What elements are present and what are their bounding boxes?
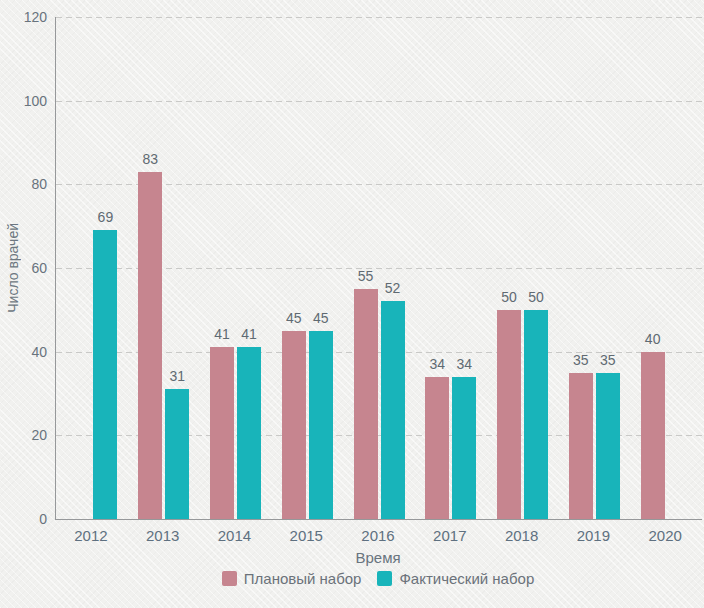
bar-series2-2019[interactable] [596,373,620,519]
y-tick-label-40: 40 [0,344,47,360]
legend-label: Плановый набор [244,570,362,587]
bar-series1-2020[interactable] [641,352,665,519]
y-tick-label-20: 20 [0,427,47,443]
bar-value-label: 83 [142,151,158,167]
bar-series1-2014[interactable] [210,347,234,519]
bar-column: 40 [641,331,665,519]
bar-group-2018: 50 50 [487,17,559,519]
bar-series2-2018[interactable] [524,310,548,519]
bar-series2-2013[interactable] [165,389,189,519]
bar-series2-2017[interactable] [452,377,476,519]
bar-groups: 69 83 31 41 41 45 45 55 52 34 34 50 50 35 35 40 [56,17,702,519]
bar-column: 34 [425,356,449,519]
x-tick-label-2016: 2016 [342,527,414,544]
bar-column: 41 [237,326,261,519]
bar-column: 41 [210,326,234,519]
bar-value-label: 34 [457,356,473,372]
bar-group-2014: 41 41 [200,17,272,519]
y-axis-ticks: 0 20 40 60 80 100 120 [0,0,47,608]
bar-column: 31 [165,368,189,519]
x-tick-label-2012: 2012 [55,527,127,544]
bar-value-label: 41 [214,326,230,342]
y-tick-label-60: 60 [0,260,47,276]
bar-column: 35 [596,352,620,519]
x-axis-labels: 201220132014201520162017201820192020 [55,527,701,544]
bar-column: 45 [282,310,306,519]
bar-series2-2016[interactable] [381,301,405,519]
bar-group-2017: 34 34 [415,17,487,519]
bar-group-2016: 55 52 [343,17,415,519]
legend-item-2[interactable]: Фактический набор [377,570,534,587]
bar-column: 69 [93,209,117,519]
bar-series2-2012[interactable] [93,230,117,519]
bar-series1-2015[interactable] [282,331,306,519]
legend-swatch-icon [377,571,392,586]
bar-series2-2015[interactable] [309,331,333,519]
bar-column: 50 [497,289,521,519]
bar-column: 83 [138,151,162,519]
bar-column: 52 [381,280,405,519]
x-tick-label-2015: 2015 [270,527,342,544]
x-tick-label-2020: 2020 [629,527,701,544]
bar-value-label: 50 [528,289,544,305]
bar-value-label: 55 [358,268,374,284]
bar-value-label: 41 [241,326,257,342]
bar-column: 35 [569,352,593,519]
bar-value-label: 50 [501,289,517,305]
bar-group-2019: 35 35 [558,17,630,519]
bar-group-2013: 83 31 [128,17,200,519]
bar-series1-2013[interactable] [138,172,162,519]
bar-column: 55 [354,268,378,519]
bar-value-label: 52 [385,280,401,296]
legend-label: Фактический набор [399,570,534,587]
bar-group-2012: 69 [56,17,128,519]
x-tick-label-2017: 2017 [414,527,486,544]
y-tick-label-120: 120 [0,9,47,25]
bar-value-label: 45 [313,310,329,326]
bar-series2-2014[interactable] [237,347,261,519]
x-tick-label-2013: 2013 [127,527,199,544]
bar-value-label: 35 [600,352,616,368]
bar-column: 45 [309,310,333,519]
x-axis-title: Время [55,549,701,566]
bar-column: 50 [524,289,548,519]
legend-item-1[interactable]: Плановый набор [222,570,362,587]
bar-series1-2018[interactable] [497,310,521,519]
bar-value-label: 35 [573,352,589,368]
bar-group-2020: 40 [630,17,702,519]
x-tick-label-2019: 2019 [557,527,629,544]
y-tick-label-80: 80 [0,176,47,192]
bar-series1-2017[interactable] [425,377,449,519]
plot-area: 69 83 31 41 41 45 45 55 52 34 34 50 50 35 35 40 [55,17,702,520]
y-tick-label-0: 0 [0,511,47,527]
bar-value-label: 40 [645,331,661,347]
bar-group-2015: 45 45 [271,17,343,519]
bar-series1-2019[interactable] [569,373,593,519]
bar-series1-2016[interactable] [354,289,378,519]
y-tick-label-100: 100 [0,93,47,109]
bar-column: 34 [452,356,476,519]
bar-value-label: 34 [430,356,446,372]
bar-value-label: 31 [169,368,185,384]
bar-chart: Число врачей 020406080100120 69833141414… [0,0,704,608]
x-tick-label-2014: 2014 [199,527,271,544]
bar-value-label: 45 [286,310,302,326]
bar-value-label: 69 [98,209,114,225]
legend-swatch-icon [222,571,237,586]
legend: Плановый набор Фактический набор [55,570,701,587]
x-tick-label-2018: 2018 [486,527,558,544]
